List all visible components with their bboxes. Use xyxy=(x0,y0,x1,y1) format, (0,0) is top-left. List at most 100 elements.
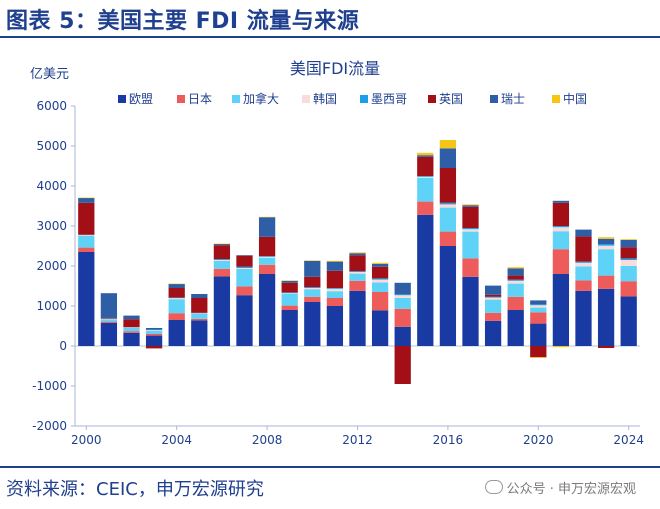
bar-segment xyxy=(304,288,321,290)
x-tick-label: 2020 xyxy=(523,433,554,447)
legend-label: 英国 xyxy=(439,92,463,106)
bar-segment xyxy=(394,308,411,327)
bar-segment xyxy=(620,239,637,240)
bar-segment xyxy=(236,255,253,267)
bar-segment xyxy=(575,261,592,263)
y-tick-label: 0 xyxy=(59,339,67,353)
bar-segment xyxy=(552,231,570,250)
bar-segment xyxy=(100,319,118,322)
legend-swatch xyxy=(552,95,560,103)
bar-segment xyxy=(394,294,411,296)
page-title: 图表 5：美国主要 FDI 流量与来源 xyxy=(6,9,360,34)
bar-segment xyxy=(168,297,185,299)
y-tick-label: -1000 xyxy=(32,379,67,393)
bar-segment xyxy=(213,260,231,261)
y-tick-label: 5000 xyxy=(36,139,67,153)
bar-segment xyxy=(145,330,163,331)
wechat-icon xyxy=(484,480,503,494)
bar-segment xyxy=(100,318,118,319)
bar-segment xyxy=(78,252,95,346)
bar-segment xyxy=(326,270,344,288)
y-tick-label: -2000 xyxy=(32,419,67,433)
bar-segment xyxy=(552,346,570,348)
bar-segment xyxy=(394,326,411,346)
legend-label: 加拿大 xyxy=(243,91,279,106)
bar-segment xyxy=(213,268,231,277)
legend-swatch xyxy=(360,95,368,103)
bar-segment xyxy=(439,148,457,168)
bar-segment xyxy=(236,268,253,287)
legend-swatch xyxy=(177,95,185,103)
bar-segment xyxy=(530,307,547,313)
bar-segment xyxy=(620,258,637,260)
bar-segment xyxy=(304,276,321,288)
x-tick-label: 2016 xyxy=(433,433,464,447)
bar-segment xyxy=(191,312,208,314)
legend-swatch xyxy=(302,95,310,103)
bar-segment xyxy=(620,260,637,266)
bar-segment xyxy=(258,216,276,218)
bar-segment xyxy=(620,296,637,346)
bar-segment xyxy=(394,282,411,295)
bar-segment xyxy=(349,280,366,291)
bar-segment xyxy=(236,268,253,269)
bar-segment xyxy=(349,273,366,281)
bar-segment xyxy=(281,292,298,294)
legend-label: 韩国 xyxy=(313,91,337,106)
bar-segment xyxy=(417,178,434,202)
bar-segment xyxy=(168,313,185,320)
legend-swatch xyxy=(490,95,498,103)
y-tick-label: 3000 xyxy=(36,219,67,233)
bar-segment xyxy=(439,140,457,149)
legend-swatch xyxy=(232,95,240,103)
x-tick-label: 2004 xyxy=(161,433,192,447)
bar-segment xyxy=(439,168,457,203)
bar-segment xyxy=(326,298,344,306)
bar-segment xyxy=(462,231,479,259)
bar-segment xyxy=(281,294,298,306)
legend-swatch xyxy=(428,95,436,103)
bar-segment xyxy=(530,323,547,346)
bar-segment xyxy=(100,317,118,319)
chart-legend: 欧盟 日本 加拿大 韩国 墨西哥 英国 瑞士 中国 xyxy=(118,91,587,106)
bar-segment xyxy=(168,320,185,346)
bar-segment xyxy=(620,266,637,282)
bar-segment xyxy=(462,205,479,207)
bar-segment xyxy=(281,305,298,310)
bar-segment xyxy=(213,244,231,246)
bar-segment xyxy=(349,253,366,256)
bar-segment xyxy=(145,330,163,334)
bar-segment xyxy=(417,214,434,346)
bar-segment xyxy=(439,246,457,346)
legend-label: 日本 xyxy=(188,92,212,106)
bar-segment xyxy=(552,274,570,346)
bar-segment xyxy=(145,335,163,346)
bar-segment xyxy=(123,327,140,328)
bar-segment xyxy=(281,280,298,283)
bar-segment xyxy=(620,281,637,297)
bar-segment xyxy=(191,298,208,313)
y-tick-label: 6000 xyxy=(36,99,67,113)
bar-segment xyxy=(191,320,208,346)
bar-segment xyxy=(100,293,118,318)
header: 图表 5：美国主要 FDI 流量与来源 xyxy=(0,0,660,34)
bar-segment xyxy=(258,258,276,265)
bar-segment xyxy=(597,288,615,346)
bar-segment xyxy=(371,279,389,283)
x-tick-label: 2012 xyxy=(342,433,373,447)
chart-title: 美国FDI流量 xyxy=(290,59,380,78)
bar-segment xyxy=(462,229,479,232)
bars xyxy=(78,140,637,384)
bar-segment xyxy=(484,294,502,297)
bar-segment xyxy=(462,206,479,228)
y-tick-label: 4000 xyxy=(36,179,67,193)
bar-segment xyxy=(507,275,524,280)
bar-segment xyxy=(213,243,231,245)
bar-segment xyxy=(417,155,434,157)
bar-segment xyxy=(371,282,389,292)
bar-segment xyxy=(349,272,366,274)
bar-segment xyxy=(507,283,524,297)
bar-segment xyxy=(439,207,457,232)
bar-segment xyxy=(349,252,366,254)
watermark-text: 公众号 · 申万宏源宏观 xyxy=(506,482,636,497)
